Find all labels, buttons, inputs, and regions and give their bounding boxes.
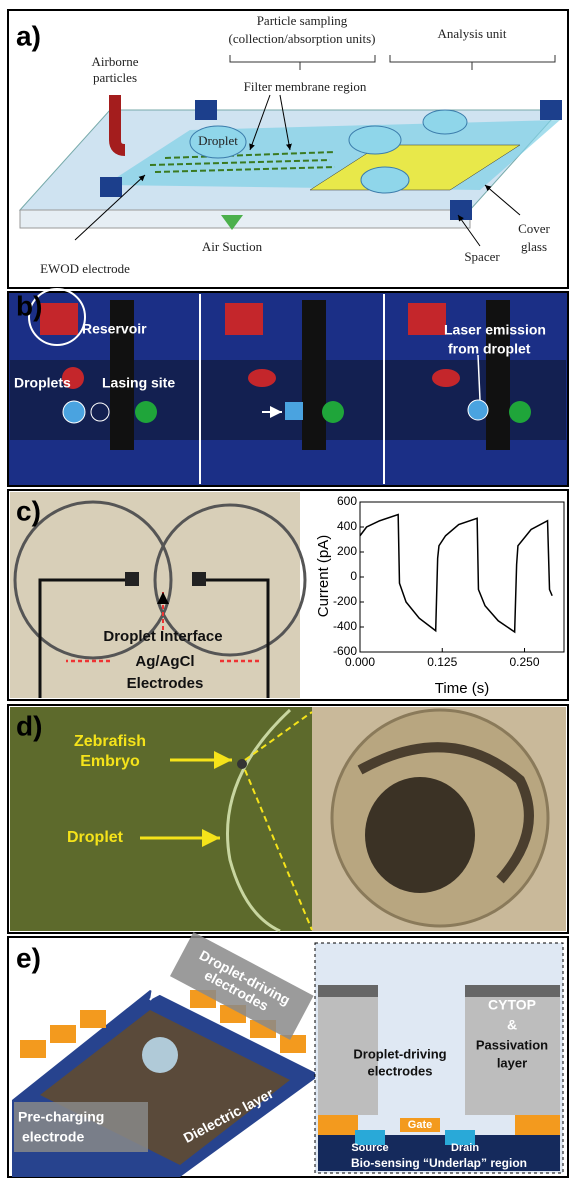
annotation: & [507,1017,517,1033]
annotation: Pre-charging [18,1109,104,1125]
annotation: electrodes [367,1063,432,1078]
annotation: Passivation [476,1037,548,1052]
annotation: electrode [22,1129,84,1145]
annotation: Gate [408,1119,432,1131]
panel-b: b) Reservoir Droplets Lasing site Laser … [8,289,568,486]
panel-c: c) Droplet Interface Ag/AgCl Electrodes … [8,490,568,700]
annotation: Lasing site [102,375,175,391]
annotation: Air Suction [202,239,263,254]
annotation: Cover [518,221,550,236]
annotation: glass [521,239,547,254]
annotation: Droplet [67,829,124,846]
page: {"panels": { "a": {"label": "a)", "parti… [0,0,574,1179]
annotation: Spacer [464,249,500,264]
y-tick-label: 600 [337,494,357,508]
annotation: Droplet [198,133,238,148]
annotation: Reservoir [82,321,147,337]
panel-d: d) Zebrafish Embryo Droplet [8,705,568,933]
x-tick-label: 0.125 [427,655,457,669]
annotation: Embryo [80,753,140,770]
x-tick-label: 0.000 [345,655,375,669]
annotation: (collection/absorption units) [229,31,376,46]
annotation: Particle sampling [257,13,348,28]
panel-label: a) [16,20,41,51]
y-axis-label: Current (pA) [315,535,332,618]
y-tick-label: -200 [333,594,357,608]
annotation: CYTOP [488,997,536,1013]
panel-a: a) Particle sampling (collection/absorpt… [8,10,568,288]
x-tick-label: 0.250 [510,655,540,669]
y-tick-label: 400 [337,519,357,533]
annotation: Analysis unit [438,26,507,41]
y-tick-label: -400 [333,619,357,633]
annotation: particles [93,70,137,85]
annotation: from droplet [448,341,531,357]
panel-label: b) [16,290,42,321]
annotation: Zebrafish [74,733,146,750]
annotation: Laser emission [444,322,546,338]
annotation: Droplet-driving [353,1046,446,1061]
annotation: Drain [451,1142,479,1154]
annotation: Holes [100,963,138,979]
y-tick-label: 200 [337,544,357,558]
panel-label: e) [16,942,41,973]
figure: a) Particle sampling (collection/absorpt… [0,0,574,1179]
panel-e: e) Holes Droplet-driving electrodes Pre-… [8,932,568,1178]
y-tick-label: 0 [350,569,357,583]
panel-label: d) [16,710,42,741]
annotation: Droplets [14,375,71,391]
annotation: Bio-sensing “Underlap” region [351,1156,527,1170]
annotation: Droplet Interface [103,628,222,645]
x-axis-label: Time (s) [435,680,489,697]
panel-label: c) [16,495,41,526]
annotation: EWOD electrode [40,261,130,276]
annotation: Electrodes [127,675,204,692]
annotation: layer [497,1055,527,1070]
annotation: Airborne [92,54,139,69]
annotation: Ag/AgCl [135,653,194,670]
annotation: Filter membrane region [244,79,367,94]
annotation: Source [351,1142,388,1154]
